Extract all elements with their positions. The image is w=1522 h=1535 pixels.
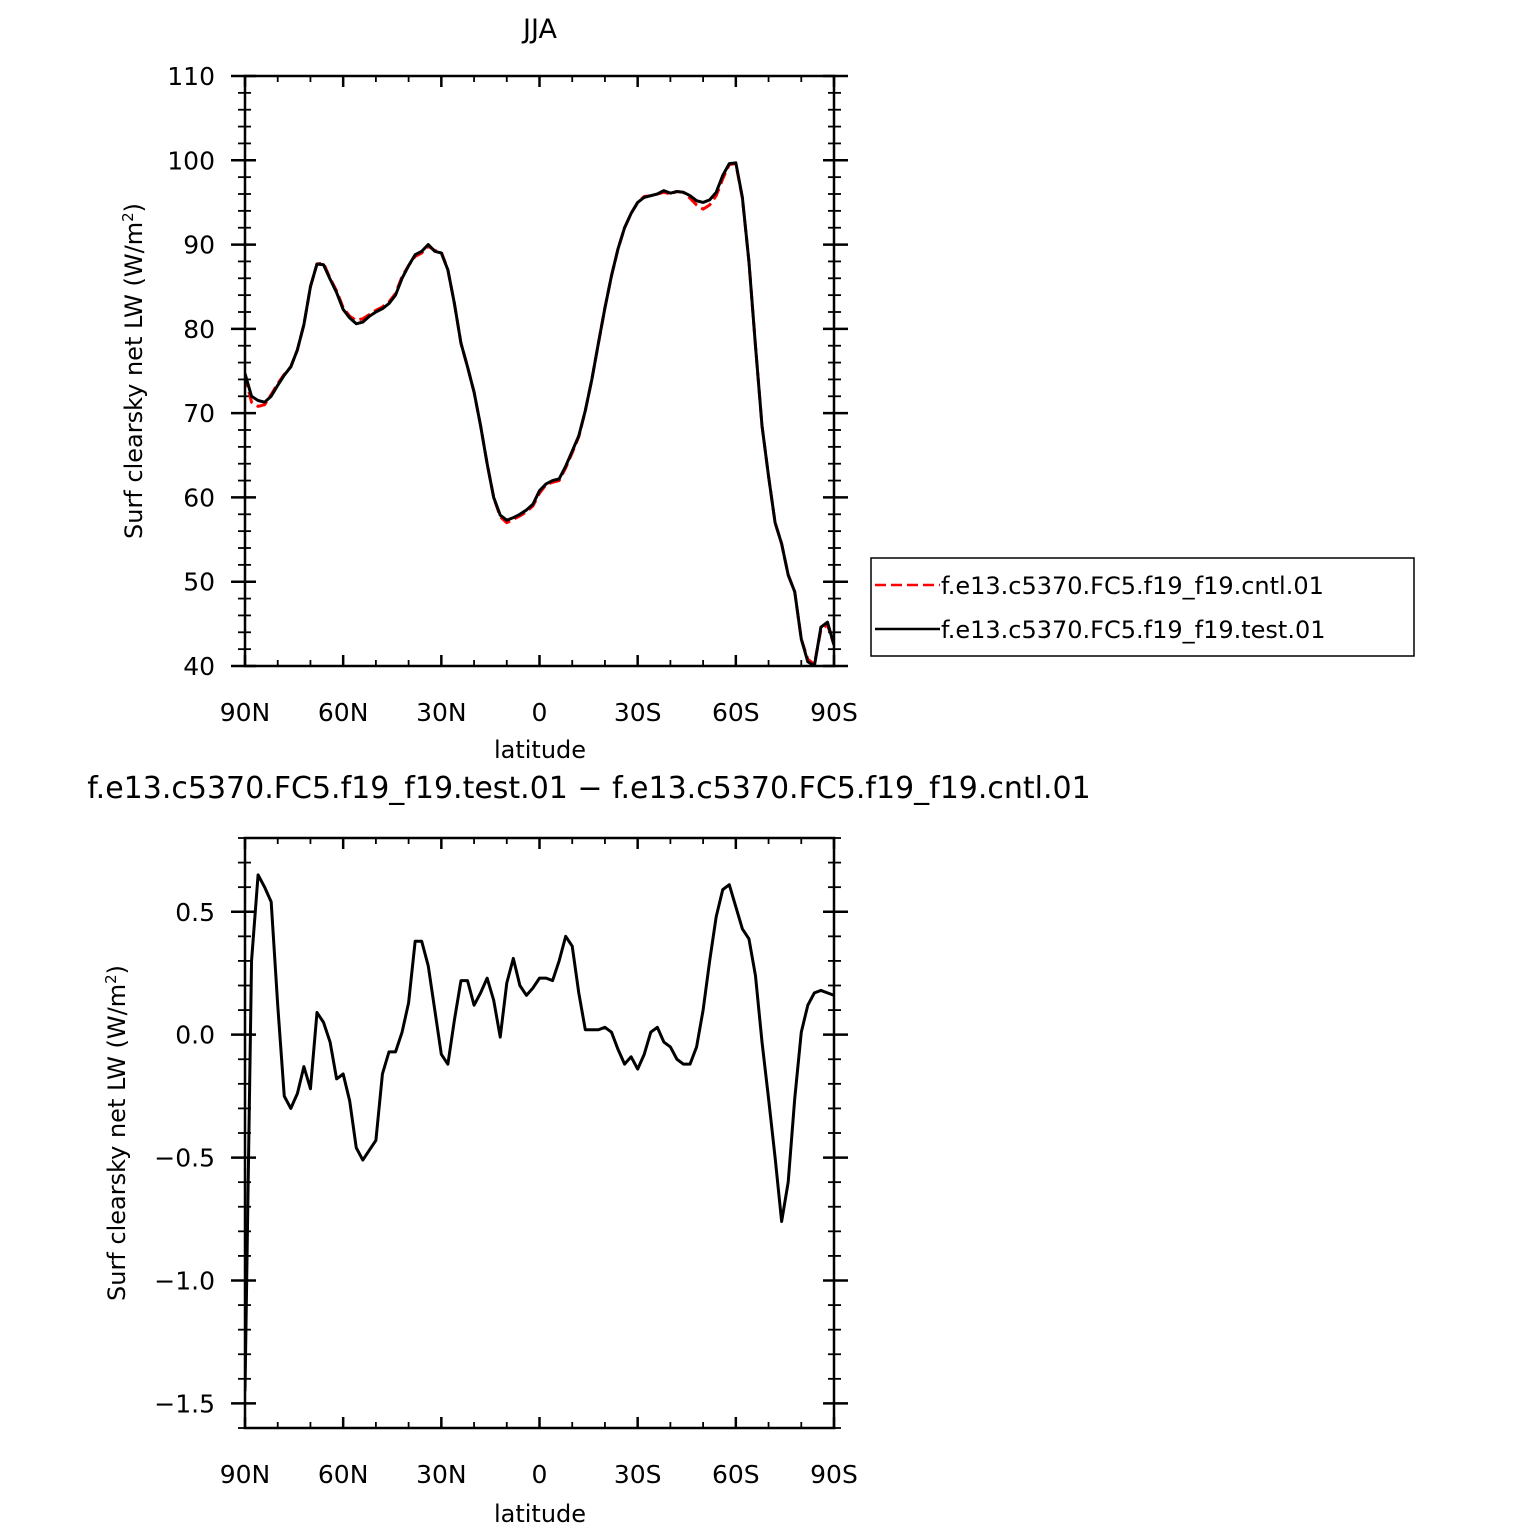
top-y-tick-label: 70	[183, 399, 215, 428]
bottom-x-tick-label: 90S	[810, 1460, 858, 1489]
bottom-axes-ticks	[231, 837, 848, 1429]
bottom-y-tick-label: −1.0	[154, 1267, 215, 1296]
top-y-tick-label: 80	[183, 315, 215, 344]
legend-label-cntl: f.e13.c5370.FC5.f19_f19.cntl.01	[941, 572, 1324, 600]
top-x-tick-label: 30S	[614, 698, 662, 727]
top-y-tick-label: 60	[183, 483, 215, 512]
top-y-axis-label: Surf clearsky net LW (W/m2)	[119, 203, 148, 539]
bottom-x-tick-labels: 90N 60N 30N 0 30S 60S 90S	[220, 1460, 858, 1489]
top-plot-frame	[243, 74, 836, 668]
bottom-x-axis-label: latitude	[494, 1500, 586, 1528]
top-y-tick-label: 110	[167, 62, 215, 91]
legend-box	[870, 557, 1415, 657]
top-y-tick-labels: 40 50 60 70 80 90 100 110	[167, 62, 215, 681]
bottom-x-tick-label: 90N	[220, 1460, 271, 1489]
bottom-y-tick-label: −0.5	[154, 1144, 215, 1173]
top-y-tick-label: 100	[167, 146, 215, 175]
top-y-axis-label-main: Surf clearsky net LW (W/m	[120, 222, 148, 539]
top-y-axis-label-sup: 2	[119, 212, 137, 222]
bottom-y-axis-label: Surf clearsky net LW (W/m2)	[102, 965, 131, 1301]
bottom-chart-title: f.e13.c5370.FC5.f19_f19.test.01 − f.e13.…	[87, 771, 1090, 806]
bottom-x-tick-label: 30S	[614, 1460, 662, 1489]
top-y-tick-label: 40	[183, 652, 215, 681]
top-x-tick-labels: 90N 60N 30N 0 30S 60S 90S	[220, 698, 858, 727]
top-x-tick-label: 90N	[220, 698, 271, 727]
top-series-line-1	[245, 161, 834, 666]
top-y-tick-label: 50	[183, 568, 215, 597]
legend-label-test: f.e13.c5370.FC5.f19_f19.test.01	[941, 616, 1326, 644]
bottom-y-axis-label-end: )	[103, 965, 131, 974]
bottom-y-axis-label-sup: 2	[102, 974, 120, 984]
top-y-axis-label-end: )	[120, 203, 148, 212]
bottom-panel: f.e13.c5370.FC5.f19_f19.test.01 − f.e13.…	[87, 771, 1090, 1528]
bottom-y-axis-label-main: Surf clearsky net LW (W/m	[103, 984, 131, 1301]
bottom-x-tick-label: 60N	[318, 1460, 369, 1489]
bottom-y-tick-label: 0.5	[175, 898, 215, 927]
top-x-tick-label: 30N	[416, 698, 467, 727]
top-x-tick-label: 0	[532, 698, 548, 727]
top-x-tick-label: 90S	[810, 698, 858, 727]
top-series-group	[245, 161, 834, 666]
top-x-tick-label: 60S	[712, 698, 760, 727]
top-x-axis-label: latitude	[494, 736, 586, 764]
bottom-plot-frame	[243, 836, 836, 1430]
bottom-y-tick-label: 0.0	[175, 1021, 215, 1050]
bottom-x-tick-label: 30N	[416, 1460, 467, 1489]
bottom-series-group	[245, 873, 834, 1392]
bottom-y-tick-labels: −1.5 −1.0 −0.5 0.0 0.5	[154, 898, 215, 1419]
bottom-x-tick-label: 60S	[712, 1460, 760, 1489]
top-axes-ticks	[231, 74, 848, 668]
bottom-y-tick-label: −1.5	[154, 1389, 215, 1418]
top-y-tick-label: 90	[183, 231, 215, 260]
bottom-x-tick-label: 0	[532, 1460, 548, 1489]
top-chart-title: JJA	[521, 14, 557, 45]
top-x-tick-label: 60N	[318, 698, 369, 727]
legend: f.e13.c5370.FC5.f19_f19.cntl.01 f.e13.c5…	[870, 557, 1415, 657]
bottom-series-line-0	[245, 873, 834, 1392]
